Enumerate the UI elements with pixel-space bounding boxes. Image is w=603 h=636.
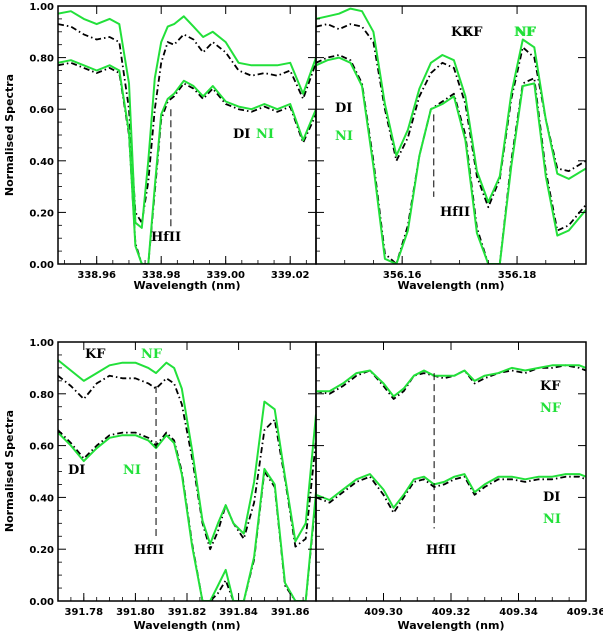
y-tick-label: 0.40 <box>29 157 54 168</box>
series-label-ni: NI <box>256 127 274 142</box>
panel-4: 409.30 409.32 409.34 409.36 Wavelength (nm) K… <box>315 341 603 632</box>
y-tick-label: 0.20 <box>29 208 54 219</box>
series-label-nf: NF <box>540 401 562 416</box>
series-label-di: DI <box>543 490 560 505</box>
x-tick-label: 391.80 <box>116 607 155 618</box>
x-tick-label: 356.18 <box>498 270 537 281</box>
x-axis-label: Wavelength (nm) <box>398 619 505 632</box>
spectra-panels: 338.96 338.98 339.00 339.02 0.00 0.20 0.40 0.60… <box>29 2 603 632</box>
series-label-di: DI <box>68 463 85 478</box>
hfii-marker-label: HfII <box>134 543 164 558</box>
x-axis-label: Wavelength (nm) <box>134 279 241 292</box>
x-tick-label: 409.32 <box>432 607 471 618</box>
y-tick-label: 0.00 <box>29 260 54 271</box>
x-axis-label: Wavelength (nm) <box>398 279 505 292</box>
series-label-ni: NI <box>335 129 353 144</box>
y-tick-label: 1.00 <box>29 338 54 349</box>
x-tick-label: 338.98 <box>142 270 181 281</box>
series-label-nf: NF <box>141 347 163 362</box>
series-nf-line <box>58 359 316 545</box>
series-nf-line <box>58 10 316 229</box>
series-label-nf: NF <box>515 25 537 40</box>
panel-1: 338.96 338.98 339.00 339.02 0.00 0.20 0.40 0.60… <box>29 2 536 292</box>
series-label-di: DI <box>233 127 250 142</box>
hfii-marker-label: HfII <box>151 230 181 245</box>
series-di-line <box>316 54 586 264</box>
x-tick-label: 409.30 <box>364 607 403 618</box>
y-tick-label: 0.80 <box>29 54 54 65</box>
x-tick-label: 339.02 <box>271 270 310 281</box>
x-tick-label: 339.00 <box>206 270 245 281</box>
x-tick-label: 409.36 <box>567 607 603 618</box>
y-tick-label: 0.60 <box>29 442 54 453</box>
x-axis-label: Wavelength (nm) <box>134 619 241 632</box>
series-label-kf: KF <box>451 25 472 40</box>
series-ni-line <box>58 59 316 264</box>
series-label-kf: KF <box>540 379 561 394</box>
y-tick-label: 0.60 <box>29 105 54 116</box>
x-tick-label: 391.78 <box>65 607 104 618</box>
series-nf-line <box>316 364 586 398</box>
series-label-kf: KF <box>85 347 106 362</box>
y-tick-label: 1.00 <box>29 2 54 13</box>
y-tick-label: 0.20 <box>29 545 54 556</box>
series-label-ni: NI <box>543 512 561 527</box>
series-di-line <box>58 61 316 264</box>
y-tick-label: 0.80 <box>29 390 54 401</box>
series-label-nf: NF <box>514 25 536 40</box>
x-tick-label: 356.16 <box>383 270 422 281</box>
y-tick-label: 0.00 <box>29 597 54 608</box>
plot-frame <box>315 5 587 265</box>
y-axis-label-bottom: Normalised Spectra <box>3 410 16 532</box>
hfii-marker-label: HfII <box>440 205 470 220</box>
series-ni-line <box>316 56 586 264</box>
series-label-di: DI <box>335 101 352 116</box>
series-kf-line <box>58 23 316 224</box>
x-tick-label: 338.96 <box>77 270 116 281</box>
plot-frame <box>57 341 317 602</box>
series-ni-line <box>316 473 586 509</box>
y-axis-label-top: Normalised Spectra <box>3 74 16 196</box>
series-nf-line <box>316 7 586 204</box>
hfii-marker-label: HfII <box>426 543 456 558</box>
x-tick-label: 409.34 <box>499 607 538 618</box>
x-tick-label: 391.84 <box>219 607 258 618</box>
series-label-ni: NI <box>123 463 141 478</box>
panel-3: 391.78 391.80 391.82 391.84 391.86 0.00 0.20 0.… <box>29 338 317 632</box>
plot-frame <box>57 5 317 265</box>
series-ni-line <box>58 431 316 601</box>
x-tick-label: 391.82 <box>168 607 207 618</box>
series-kf-line <box>58 374 316 551</box>
y-tick-label: 0.40 <box>29 493 54 504</box>
x-tick-label: 391.86 <box>271 607 310 618</box>
series-label-kf: KF <box>462 25 483 40</box>
